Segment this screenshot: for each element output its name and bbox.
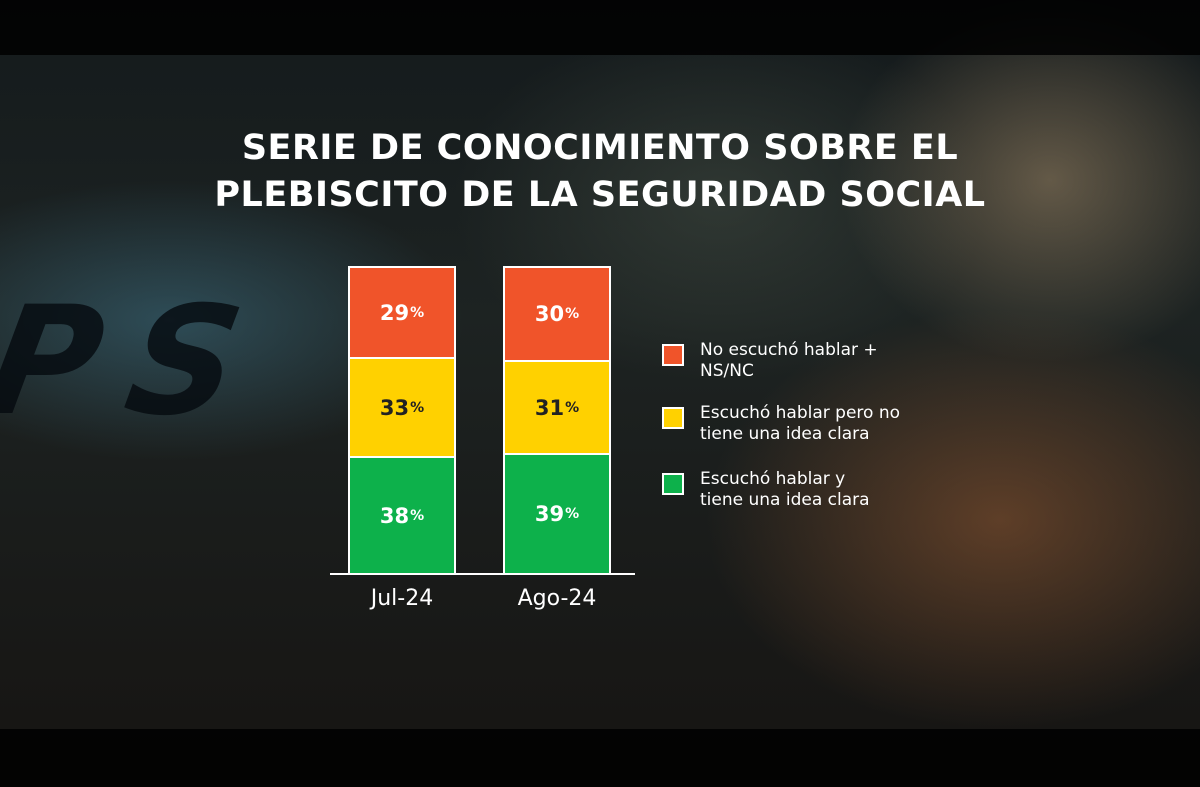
x-axis-line bbox=[330, 573, 635, 575]
bottom-letterbox bbox=[0, 729, 1200, 787]
legend-label: No escuchó hablar + NS/NC bbox=[700, 340, 878, 381]
bar-segment-no-escucho: 30% bbox=[505, 268, 609, 360]
chart-title: SERIE DE CONOCIMIENTO SOBRE EL PLEBISCIT… bbox=[0, 125, 1200, 219]
bar-segment-idea-clara: 38% bbox=[350, 458, 454, 573]
bar-ago-24: 30% 31% 39% bbox=[503, 266, 611, 575]
data-label: 31 bbox=[534, 395, 565, 420]
data-label: 29 bbox=[379, 300, 410, 325]
top-letterbox bbox=[0, 0, 1200, 55]
legend-swatch-red bbox=[662, 344, 684, 366]
bar-segment-sin-idea-clara: 31% bbox=[505, 360, 609, 455]
bar-segment-no-escucho: 29% bbox=[350, 268, 454, 357]
data-label: 33 bbox=[379, 395, 410, 420]
data-label: 38 bbox=[379, 503, 410, 528]
legend-label: Escuchó hablar y tiene una idea clara bbox=[700, 469, 870, 510]
data-label: 39 bbox=[534, 502, 565, 526]
bar-segment-idea-clara: 39% bbox=[505, 455, 609, 573]
chart-title-line1: SERIE DE CONOCIMIENTO SOBRE EL bbox=[241, 128, 959, 168]
bar-jul-24: 29% 33% 38% bbox=[348, 266, 456, 575]
data-label: 30 bbox=[534, 302, 565, 326]
legend-swatch-yellow bbox=[662, 407, 684, 429]
x-tick-label-ago-24: Ago-24 bbox=[517, 586, 597, 611]
legend-label: Escuchó hablar pero no tiene una idea cl… bbox=[700, 403, 901, 444]
background-sign-text: PS bbox=[0, 275, 284, 449]
x-tick-label-jul-24: Jul-24 bbox=[370, 586, 434, 611]
legend-swatch-green bbox=[662, 473, 684, 495]
bar-segment-sin-idea-clara: 33% bbox=[350, 357, 454, 458]
chart-title-line2: PLEBISCITO DE LA SEGURIDAD SOCIAL bbox=[214, 175, 986, 215]
